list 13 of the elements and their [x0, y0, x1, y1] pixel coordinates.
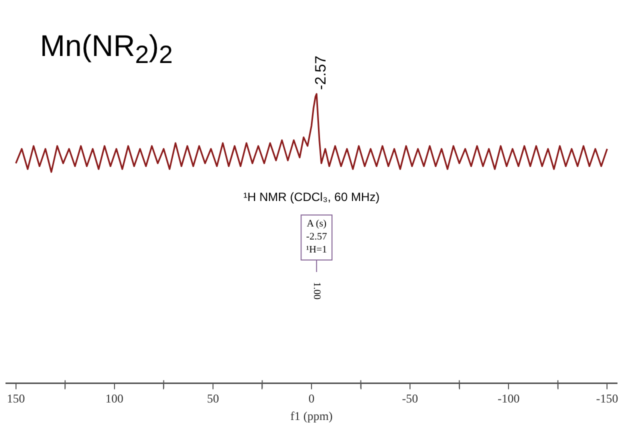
x-tick-label: -100 [498, 392, 520, 406]
x-tick-label: 0 [308, 392, 314, 406]
annotation: A (s) -2.57 ¹H=1 [306, 218, 327, 256]
x-tick-label: 100 [105, 392, 124, 406]
x-tick-label: -50 [402, 392, 418, 406]
x-axis-title: f1 (ppm) [290, 408, 333, 423]
text: ¹H NMR (CDCl₃, 60 MHz) [242, 190, 381, 204]
x-tick-label: 50 [206, 392, 219, 406]
chart-title: Mn(NR$_{2}$)$_{2}$ [40, 30, 173, 70]
annotation: 1.00 [310, 282, 322, 300]
x-tick-label: -150 [596, 392, 618, 406]
x-tick-label: 150 [6, 392, 25, 406]
annotation: -2.57 [312, 56, 330, 90]
